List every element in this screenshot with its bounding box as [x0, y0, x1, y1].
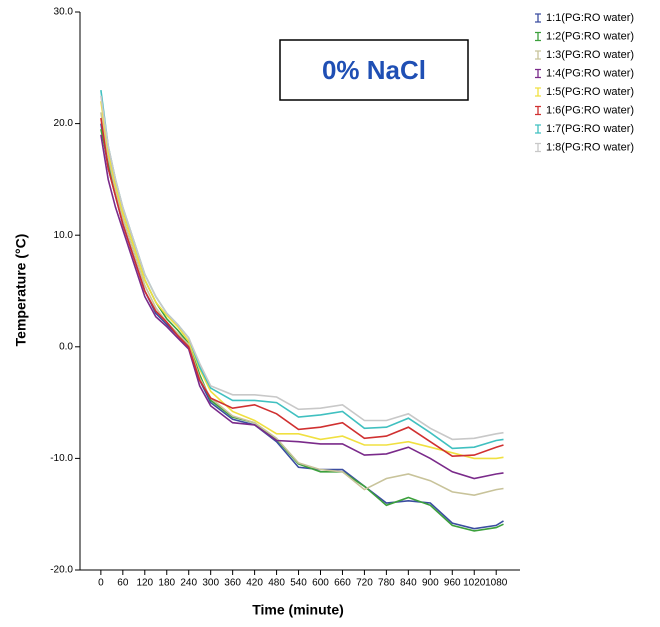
legend-marker [535, 50, 541, 60]
x-tick-label: 180 [158, 578, 175, 589]
x-axis-title: Time (minute) [252, 602, 344, 618]
x-tick-label: 900 [422, 578, 439, 589]
x-tick-label: 300 [202, 578, 219, 589]
x-tick-label: 360 [224, 578, 241, 589]
x-tick-label: 1020 [463, 578, 486, 589]
x-tick-label: 960 [444, 578, 461, 589]
legend-text: 1:8(PG:RO water) [546, 141, 634, 153]
legend-text: 1:7(PG:RO water) [546, 123, 634, 135]
legend-text: 1:5(PG:RO water) [546, 86, 634, 98]
x-tick-label: 780 [378, 578, 395, 589]
x-tick-label: 420 [246, 578, 263, 589]
y-tick-label: -20.0 [50, 565, 73, 576]
legend-marker [535, 105, 541, 116]
series-line [100, 112, 504, 497]
x-tick-label: 0 [98, 578, 104, 589]
series-line [100, 123, 504, 530]
annotation-box [279, 39, 469, 101]
series-line [100, 101, 504, 460]
legend-marker [535, 87, 541, 97]
x-tick-label: 540 [290, 578, 307, 589]
x-tick-label: 120 [136, 578, 153, 589]
legend-marker [535, 142, 541, 153]
y-tick-label: -10.0 [50, 453, 73, 464]
x-tick-label: 840 [400, 578, 417, 589]
legend-marker [535, 68, 541, 79]
x-tick-label: 720 [356, 578, 373, 589]
y-tick-label: 0.0 [59, 341, 73, 352]
x-tick-label: 1080 [485, 578, 508, 589]
x-tick-label: 600 [312, 578, 329, 589]
x-tick-label: 240 [180, 578, 197, 589]
y-axis-title: Temperature (°C) [13, 234, 29, 347]
legend-text: 1:3(PG:RO water) [546, 49, 634, 61]
legend-marker [535, 13, 541, 23]
y-tick-label: 20.0 [54, 118, 74, 129]
x-tick-label: 660 [334, 578, 351, 589]
series-line [100, 95, 504, 441]
legend-marker [535, 124, 541, 134]
x-tick-label: 60 [117, 578, 129, 589]
series-line [100, 117, 504, 458]
y-tick-label: 10.0 [54, 230, 74, 241]
annotation: 0% NaCl [322, 55, 426, 85]
y-tick-label: 30.0 [54, 7, 74, 18]
legend-text: 1:1(PG:RO water) [546, 12, 634, 24]
series-line [100, 89, 504, 450]
series-line [100, 134, 504, 480]
series-line [100, 129, 504, 532]
legend-text: 1:6(PG:RO water) [546, 104, 634, 116]
legend-marker [535, 31, 541, 42]
x-tick-label: 480 [268, 578, 285, 589]
legend-text: 1:2(PG:RO water) [546, 30, 634, 42]
legend-text: 1:4(PG:RO water) [546, 67, 634, 79]
